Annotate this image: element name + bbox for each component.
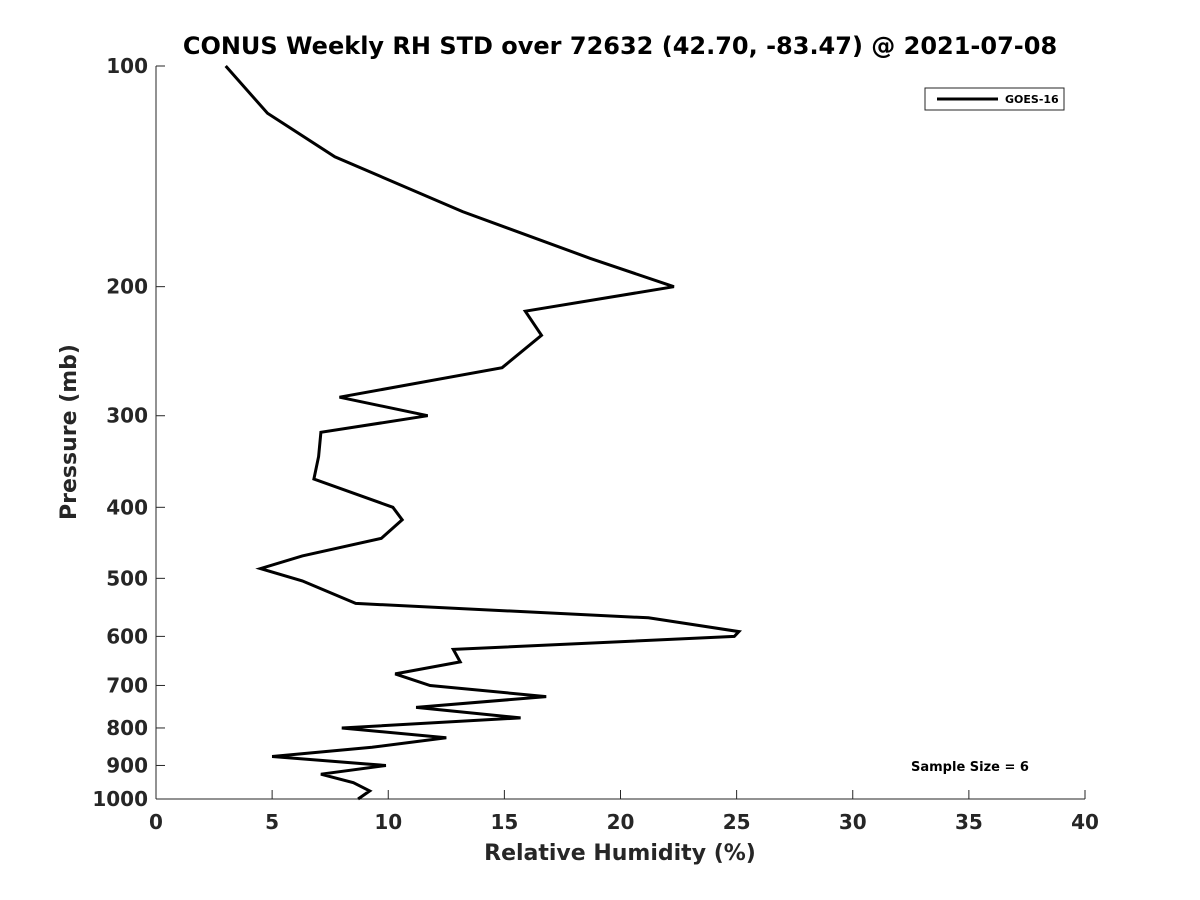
x-tick-label: 25 <box>723 810 751 834</box>
y-tick-label: 900 <box>106 753 148 777</box>
y-tick-label: 100 <box>106 54 148 78</box>
x-tick-label: 15 <box>490 810 518 834</box>
y-tick-label: 300 <box>106 404 148 428</box>
x-tick-label: 20 <box>607 810 635 834</box>
series-line-goes-16 <box>224 65 742 801</box>
x-tick-label: 35 <box>955 810 983 834</box>
y-tick-label: 400 <box>106 495 148 519</box>
y-tick-label: 700 <box>106 673 148 697</box>
x-tick-label: 5 <box>265 810 279 834</box>
y-axis-title: Pressure (mb) <box>57 344 82 520</box>
y-tick-label: 500 <box>106 566 148 590</box>
x-tick-label: 40 <box>1071 810 1099 834</box>
legend: GOES-16 <box>924 87 1065 111</box>
series-group <box>224 65 742 801</box>
x-tick-label: 30 <box>839 810 867 834</box>
y-tick-label: 600 <box>106 624 148 648</box>
x-ticks: 0 5 10 15 20 25 30 35 40 <box>149 790 1099 834</box>
chart-title: CONUS Weekly RH STD over 72632 (42.70, -… <box>183 32 1057 60</box>
sample-size-annotation: Sample Size = 6 <box>911 760 1029 775</box>
y-tick-label: 800 <box>106 716 148 740</box>
legend-label-goes-16: GOES-16 <box>1005 93 1059 106</box>
x-tick-label: 0 <box>149 810 163 834</box>
x-tick-label: 10 <box>374 810 402 834</box>
x-axis-title: Relative Humidity (%) <box>484 841 756 866</box>
y-tick-label: 1000 <box>92 787 148 811</box>
y-ticks: 100 200 300 400 500 600 700 800 900 1000 <box>92 54 165 811</box>
y-tick-label: 200 <box>106 275 148 299</box>
